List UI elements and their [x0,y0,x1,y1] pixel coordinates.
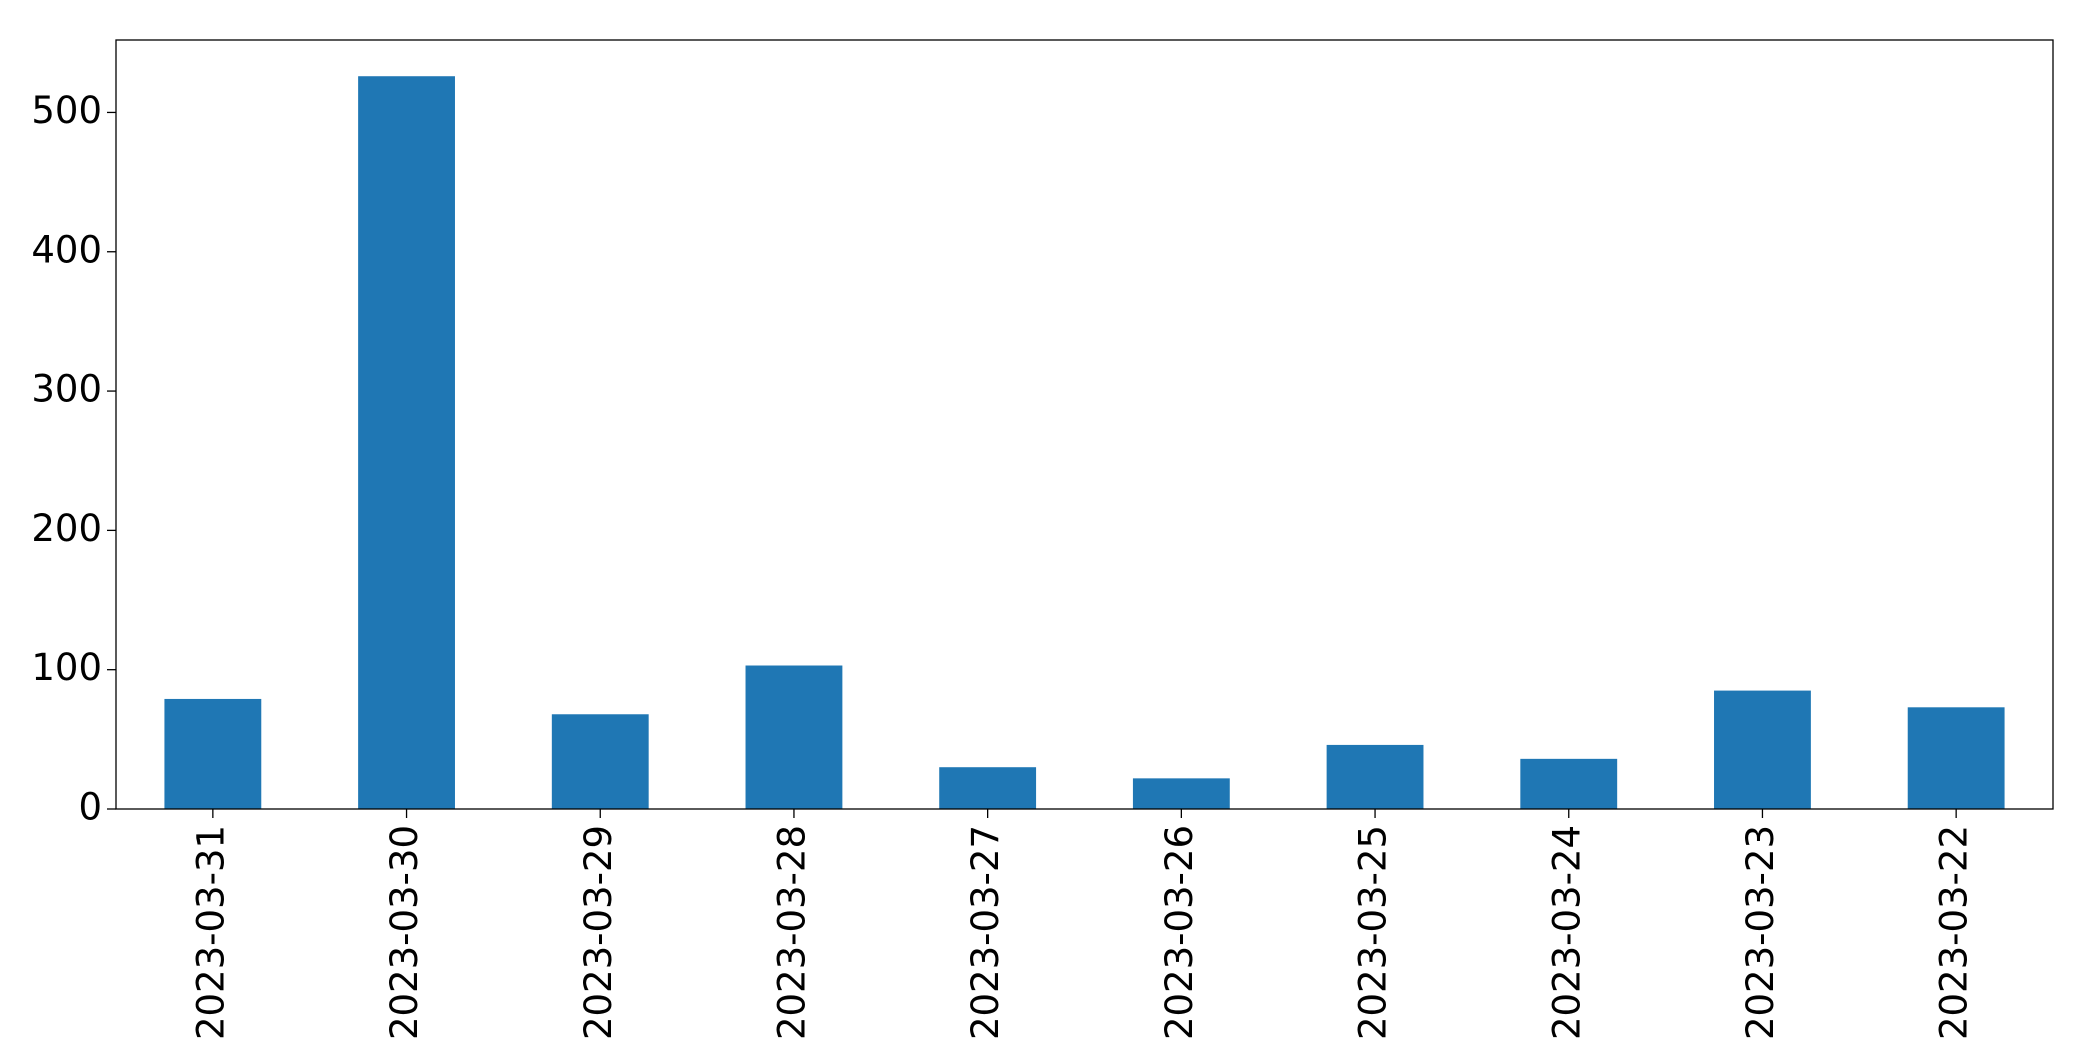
x-tick-label: 2023-03-28 [770,825,813,1040]
x-tick-label: 2023-03-31 [189,825,232,1040]
y-tick-label: 500 [31,89,102,132]
y-tick-label: 100 [31,646,102,689]
bar [745,665,843,809]
bar [939,767,1037,809]
bar [551,714,649,809]
bar [1326,744,1424,809]
y-tick-label: 300 [31,368,102,411]
bar [1714,690,1811,809]
y-tick-label: 0 [78,786,102,829]
x-tick-label: 2023-03-24 [1545,825,1588,1040]
bar [1520,758,1618,809]
plot-frame [115,39,2054,810]
x-tick-label: 2023-03-29 [577,825,620,1040]
x-tick-label: 2023-03-22 [1933,825,1976,1040]
bar [358,76,455,810]
x-tick-label: 2023-03-30 [383,825,426,1040]
y-tick-label: 400 [31,228,102,271]
x-tick-label: 2023-03-27 [964,825,1007,1040]
bar [164,698,262,809]
y-tick-label: 200 [31,507,102,550]
x-tick-label: 2023-03-26 [1158,825,1201,1040]
bar [1132,778,1230,809]
bar [1907,707,2005,809]
x-tick-label: 2023-03-23 [1739,825,1782,1040]
x-tick-label: 2023-03-25 [1352,825,1395,1040]
